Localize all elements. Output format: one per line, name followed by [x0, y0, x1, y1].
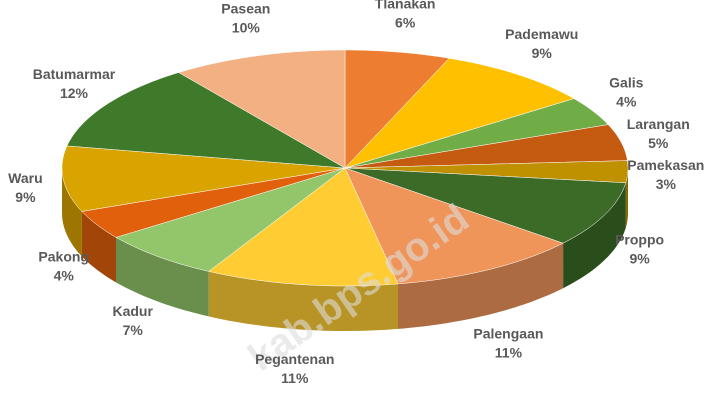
slice-label: Pademawu [505, 26, 578, 42]
slice-label: Pasean [221, 0, 270, 16]
slice-value-label: 12% [60, 85, 89, 101]
slice-label: Kadur [112, 303, 153, 319]
slice-label: Tlanakan [375, 0, 436, 12]
slice-value-label: 4% [616, 94, 637, 110]
slice-value-label: 6% [395, 15, 416, 31]
slice-side [398, 243, 564, 329]
slice [115, 167, 346, 272]
slice [344, 160, 629, 184]
slice-label: Pegantenan [255, 351, 334, 367]
slice-label: Pamekasan [627, 157, 704, 173]
slice-label: Galis [609, 75, 643, 91]
slice-label: Waru [8, 170, 42, 186]
slice [81, 167, 346, 238]
slice [344, 124, 628, 169]
slice-side [563, 182, 626, 289]
slice-value-label: 11% [495, 344, 523, 360]
slice-value-label: 9% [532, 45, 553, 61]
slice [344, 98, 609, 169]
slice-label: Pakong [38, 248, 89, 264]
slice-side [625, 168, 628, 228]
slice [208, 167, 399, 287]
slice [344, 167, 564, 285]
slice [344, 167, 627, 244]
slice [66, 72, 346, 169]
slice-side [81, 211, 116, 283]
slice [61, 145, 346, 212]
slice [344, 58, 575, 169]
slice-value-label: 9% [629, 250, 650, 266]
slice-label: Proppo [615, 231, 664, 247]
slice-value-label: 11% [281, 370, 309, 386]
slice-value-label: 9% [15, 189, 36, 205]
slice-value-label: 3% [656, 176, 677, 192]
slice [344, 49, 450, 169]
slice-value-label: 4% [54, 267, 75, 283]
slice-label: Palengaan [473, 325, 543, 341]
slice-label: Larangan [627, 116, 690, 132]
slice-label: Batumarmar [33, 66, 116, 82]
slice-side [208, 271, 398, 331]
slice-value-label: 10% [232, 19, 261, 35]
slice [178, 49, 346, 169]
slice-value-label: 7% [123, 322, 144, 338]
slice-side [116, 237, 209, 317]
slice-value-label: 5% [648, 135, 669, 151]
